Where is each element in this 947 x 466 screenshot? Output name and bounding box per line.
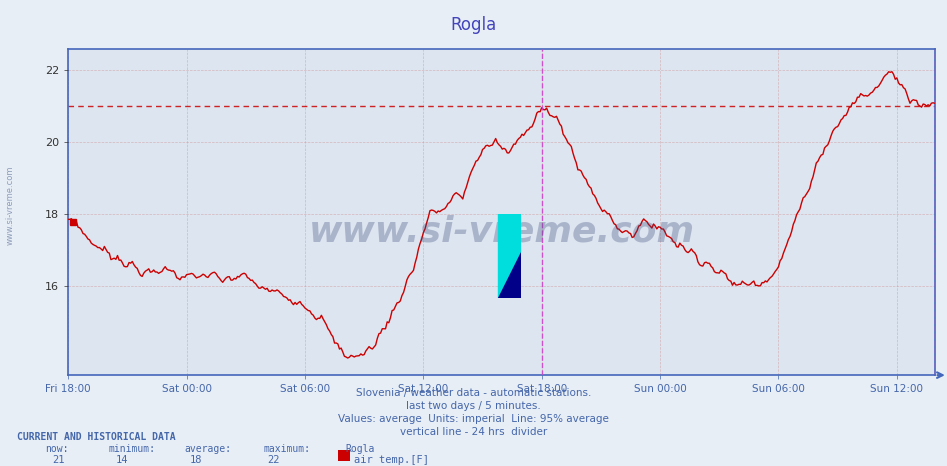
Text: now:: now: [45, 444, 69, 453]
Text: air temp.[F]: air temp.[F] [354, 455, 429, 465]
Text: Slovenia / weather data - automatic stations.: Slovenia / weather data - automatic stat… [356, 388, 591, 397]
Text: last two days / 5 minutes.: last two days / 5 minutes. [406, 401, 541, 411]
Bar [498, 214, 521, 298]
Text: 18: 18 [189, 455, 202, 465]
Polygon shape [498, 252, 521, 298]
Text: Rogla: Rogla [451, 16, 496, 34]
Text: 22: 22 [267, 455, 279, 465]
Text: maximum:: maximum: [263, 444, 311, 453]
Text: 14: 14 [116, 455, 128, 465]
Text: www.si-vreme.com: www.si-vreme.com [6, 165, 15, 245]
Text: vertical line - 24 hrs  divider: vertical line - 24 hrs divider [400, 427, 547, 437]
Text: average:: average: [185, 444, 232, 453]
Text: www.si-vreme.com: www.si-vreme.com [309, 215, 694, 248]
Text: CURRENT AND HISTORICAL DATA: CURRENT AND HISTORICAL DATA [17, 432, 176, 442]
Text: Values: average  Units: imperial  Line: 95% average: Values: average Units: imperial Line: 95… [338, 414, 609, 424]
Text: 21: 21 [52, 455, 64, 465]
Text: Rogla: Rogla [346, 444, 375, 453]
Text: minimum:: minimum: [109, 444, 156, 453]
